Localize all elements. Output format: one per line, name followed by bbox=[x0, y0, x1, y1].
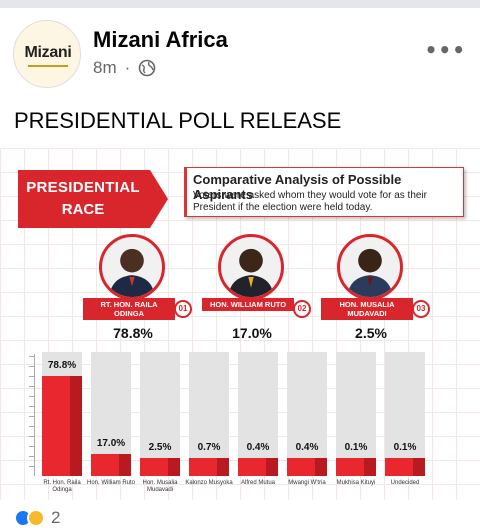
axis-tick bbox=[29, 436, 35, 437]
bar-background bbox=[385, 352, 425, 476]
axis-tick bbox=[29, 396, 35, 397]
candidate-number-badge: 03 bbox=[412, 300, 430, 318]
bar-background bbox=[189, 352, 229, 476]
candidate-card-1: RT. HON. RAILA ODINGA 01 78.8% bbox=[83, 234, 192, 344]
axis-tick bbox=[29, 416, 35, 417]
bar-background bbox=[287, 352, 327, 476]
bar-slot: 0.1% Undecided bbox=[385, 352, 425, 486]
bar bbox=[336, 458, 376, 476]
bar-slot: 17.0% Hon. William Ruto bbox=[87, 352, 135, 486]
candidate-card-2: HON. WILLIAM RUTO 02 17.0% bbox=[202, 234, 311, 344]
bar-value-label: 0.7% bbox=[197, 442, 221, 453]
bar bbox=[238, 458, 278, 476]
reaction-count: 2 bbox=[51, 508, 61, 527]
axis-tick bbox=[29, 376, 35, 377]
bar-background bbox=[140, 352, 180, 476]
description-box: Comparative Analysis of Possible Aspiran… bbox=[184, 167, 464, 217]
candidate-card-3: HON. MUSALIA MUDAVADI 03 2.5% bbox=[321, 234, 430, 344]
candidate-number-badge: 02 bbox=[293, 300, 311, 318]
bar bbox=[42, 376, 82, 476]
candidate-number-badge: 01 bbox=[174, 300, 192, 318]
bar-slot: 0.7% Kalonzo Musyoka bbox=[185, 352, 233, 486]
bar-slot: 78.8% Rt. Hon. Raila Odinga bbox=[42, 352, 82, 493]
post-text: PRESIDENTIAL POLL RELEASE bbox=[14, 108, 342, 133]
reactions-summary[interactable]: 2 bbox=[14, 508, 60, 528]
bar-category-label: Mwangi W'tria bbox=[288, 480, 326, 486]
bar-background bbox=[238, 352, 278, 476]
chart-axis bbox=[34, 354, 35, 476]
badge-subtitle: RACE bbox=[61, 201, 105, 218]
bar-background bbox=[336, 352, 376, 476]
feed-top-bar bbox=[0, 0, 480, 8]
axis-tick bbox=[29, 456, 35, 457]
more-options-icon[interactable]: ••• bbox=[424, 38, 466, 62]
axis-tick bbox=[29, 446, 35, 447]
bar-slot: 0.4% Mwangi W'tria bbox=[287, 352, 327, 486]
avatar-logo-text: Mizani bbox=[24, 44, 72, 61]
candidate-portrait bbox=[99, 234, 165, 300]
bar-value-label: 0.4% bbox=[246, 442, 270, 453]
axis-tick bbox=[29, 466, 35, 467]
page-name[interactable]: Mizani Africa bbox=[93, 27, 228, 52]
axis-tick bbox=[29, 366, 35, 367]
bar-slot: 0.4% Alfred Mutua bbox=[238, 352, 278, 486]
description-text: Voters were asked whom they would vote f… bbox=[193, 190, 428, 213]
meta-separator: · bbox=[124, 58, 131, 77]
post-time[interactable]: 8m bbox=[93, 58, 117, 77]
avatar-logo-underline bbox=[28, 65, 68, 67]
description-title: Comparative Analysis of Possible Aspiran… bbox=[193, 172, 402, 202]
page-avatar[interactable]: Mizani bbox=[13, 20, 81, 88]
bar-category-label: Undecided bbox=[390, 480, 420, 486]
axis-tick bbox=[29, 386, 35, 387]
bar-value-label: 2.5% bbox=[148, 442, 172, 453]
post-header: Mizani Mizani Africa 8m · ••• bbox=[0, 14, 480, 88]
candidate-portrait bbox=[337, 234, 403, 300]
bar-value-label: 0.1% bbox=[393, 442, 417, 453]
bar bbox=[91, 454, 131, 476]
bar-slot: 0.1% Mukhisa Kituyi bbox=[336, 352, 376, 486]
post-meta: 8m · bbox=[93, 58, 156, 78]
bar bbox=[287, 458, 327, 476]
candidate-name-label: HON. WILLIAM RUTO bbox=[202, 298, 294, 311]
bar-category-label: Kalonzo Musyoka bbox=[185, 480, 233, 486]
candidate-portrait bbox=[218, 234, 284, 300]
candidate-percentage: 78.8% bbox=[113, 325, 153, 341]
presidential-race-badge bbox=[18, 170, 168, 228]
candidate-percentage: 17.0% bbox=[232, 325, 272, 341]
bar-slot: 2.5% Hon. Musalia Mudavadi bbox=[140, 352, 180, 493]
badge-title: PRESIDENTIAL bbox=[26, 179, 140, 196]
bar-value-label: 0.1% bbox=[344, 442, 368, 453]
haha-reaction-icon bbox=[27, 509, 45, 527]
globe-icon[interactable] bbox=[138, 59, 156, 77]
bar-value-label: 0.4% bbox=[295, 442, 319, 453]
poll-graphic[interactable]: PRESIDENTIAL RACE Comparative Analysis o… bbox=[0, 148, 480, 500]
axis-tick bbox=[29, 356, 35, 357]
bar-category-label: Alfred Mutua bbox=[240, 480, 276, 486]
bar-category-label: Mukhisa Kituyi bbox=[336, 480, 376, 486]
bar-category-label: Hon. William Ruto bbox=[86, 480, 135, 486]
bar bbox=[385, 458, 425, 476]
bar-category-label: Hon. Musalia Mudavadi bbox=[142, 480, 178, 493]
bar bbox=[189, 458, 229, 476]
candidate-percentage: 2.5% bbox=[355, 325, 387, 341]
results-bar-chart: 78.8% Rt. Hon. Raila Odinga 17.0% Hon. Will… bbox=[28, 352, 468, 500]
bar bbox=[140, 458, 180, 476]
axis-tick bbox=[29, 426, 35, 427]
axis-tick bbox=[29, 406, 35, 407]
bar-category-label: Rt. Hon. Raila Odinga bbox=[43, 480, 81, 493]
bar-value-label: 78.8% bbox=[47, 360, 77, 371]
bar-value-label: 17.0% bbox=[96, 438, 126, 450]
candidate-name-label: HON. MUSALIA MUDAVADI bbox=[321, 298, 413, 320]
badge-text: PRESIDENTIAL RACE bbox=[20, 177, 146, 221]
candidate-name-label: RT. HON. RAILA ODINGA bbox=[83, 298, 175, 320]
